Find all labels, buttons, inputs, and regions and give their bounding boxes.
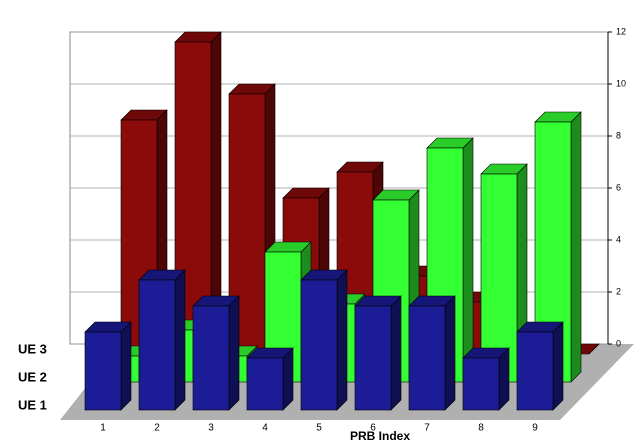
bar-side [282, 347, 294, 411]
x-tick-label: 5 [316, 423, 322, 434]
x-tick-label: 3 [208, 423, 214, 434]
y-tick-label: 4 [616, 234, 621, 244]
row-label: UE 3 [18, 341, 47, 356]
bar [462, 357, 500, 411]
y-tick-label: 12 [616, 26, 626, 36]
bar [354, 305, 392, 411]
x-tick-label: 8 [478, 423, 484, 434]
x-tick-label: 9 [532, 423, 538, 434]
bar-side [570, 111, 582, 383]
x-tick-label: 6 [370, 423, 376, 434]
bar-side [120, 321, 132, 411]
bar-side [498, 347, 510, 411]
y-tick-label: 2 [616, 286, 621, 296]
bar [138, 279, 176, 411]
bar [300, 279, 338, 411]
y-tick-label: 8 [616, 130, 621, 140]
row-label: UE 2 [18, 369, 47, 384]
bar [516, 331, 554, 411]
bar-side [228, 295, 240, 411]
bar [408, 305, 446, 411]
x-axis-title: PRB Index [350, 429, 410, 443]
bar-side [444, 295, 456, 411]
bar-side [462, 137, 474, 383]
bar-side [174, 269, 186, 411]
bar-side [552, 321, 564, 411]
y-tick-label: 0 [616, 338, 621, 348]
x-tick-label: 1 [100, 423, 106, 434]
y-tick-label: 10 [616, 78, 626, 88]
bar-side [390, 295, 402, 411]
bar [84, 331, 122, 411]
x-tick-label: 4 [262, 423, 268, 434]
y-tick-label: 6 [616, 182, 621, 192]
bar-side [336, 269, 348, 411]
row-label: UE 1 [18, 397, 47, 412]
x-tick-label: 7 [424, 423, 430, 434]
bar [480, 173, 518, 383]
bar [246, 357, 284, 411]
bar [192, 305, 230, 411]
x-tick-label: 2 [154, 423, 160, 434]
